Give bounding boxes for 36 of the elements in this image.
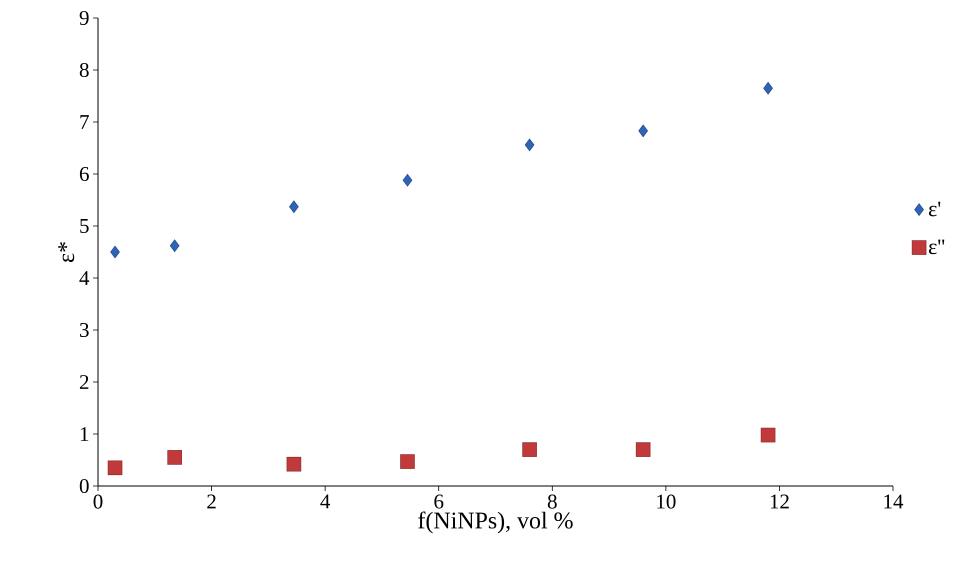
x-tick-label: 0 <box>94 494 102 509</box>
point <box>170 239 180 252</box>
x-tick-label: 10 <box>657 494 676 509</box>
point <box>286 456 302 472</box>
point <box>524 138 534 152</box>
point <box>108 460 122 476</box>
y-tick-label: 6 <box>80 166 89 182</box>
y-tick-label: 5 <box>80 219 89 233</box>
point <box>763 82 773 94</box>
y-tick-label: 8 <box>80 62 89 78</box>
x-tick-label: 6 <box>434 494 444 509</box>
x-tick-label: 8 <box>548 494 557 509</box>
point <box>400 454 415 469</box>
point <box>110 246 120 258</box>
y-tick-label: 3 <box>80 322 89 338</box>
point <box>289 200 299 214</box>
y-tick-label: 7 <box>80 115 89 129</box>
x-tick-label: 14 <box>884 494 904 508</box>
point <box>636 442 650 457</box>
x-tick-label: 2 <box>207 494 216 508</box>
point <box>402 174 412 187</box>
point <box>638 124 648 138</box>
x-axis-title: f(NiNPs), vol % <box>418 511 573 534</box>
x-tick-label: 4 <box>320 494 330 508</box>
legend-label: ε'' <box>928 240 944 254</box>
y-tick-label: 2 <box>80 375 88 389</box>
y-tick-label: 4 <box>79 271 90 285</box>
point <box>760 428 776 442</box>
point <box>167 450 182 465</box>
x-tick-label: 12 <box>770 494 789 508</box>
point <box>522 442 537 457</box>
y-tick-label: 1 <box>80 427 88 441</box>
y-axis-title: ε* <box>58 242 74 262</box>
y-tick-label: 9 <box>80 10 89 26</box>
y-tick-label: 0 <box>80 478 89 494</box>
legend-label: ε' <box>928 202 940 216</box>
